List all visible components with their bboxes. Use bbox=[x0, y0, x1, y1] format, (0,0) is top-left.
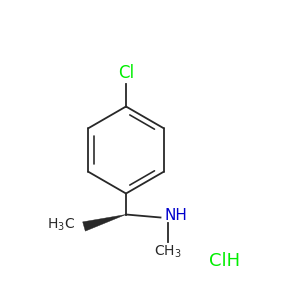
Text: NH: NH bbox=[164, 208, 187, 224]
Polygon shape bbox=[83, 214, 126, 231]
Text: ClH: ClH bbox=[209, 252, 241, 270]
Text: H$_3$C: H$_3$C bbox=[47, 217, 75, 233]
Text: CH$_3$: CH$_3$ bbox=[154, 244, 182, 260]
Text: Cl: Cl bbox=[118, 64, 134, 82]
